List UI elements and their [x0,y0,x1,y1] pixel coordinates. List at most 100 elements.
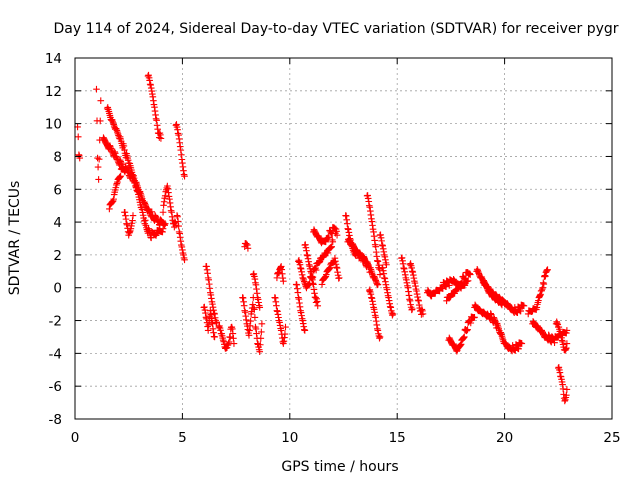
data-point [147,234,155,242]
data-point [181,172,188,180]
x-axis-label: GPS time / hours [281,459,398,475]
data-point [117,172,124,180]
data-point [76,154,84,162]
data-point [333,231,341,239]
data-points-layer [74,71,571,405]
data-point [211,333,218,341]
data-point [544,266,551,273]
data-point [230,340,238,347]
data-point [520,302,528,310]
data-point [251,306,258,313]
data-point [258,320,266,328]
data-point [335,274,343,282]
data-point [256,341,264,349]
data-point [462,275,469,283]
x-tick-label: 0 [71,430,80,446]
data-point [383,261,390,269]
data-point [94,154,101,162]
data-point [551,339,558,346]
data-point [389,310,397,318]
y-tick-label: -4 [49,346,62,362]
data-point [518,340,526,347]
data-point [314,302,322,310]
data-point [282,323,289,331]
data-point [280,277,287,285]
data-point [374,281,382,288]
y-tick-label: 0 [53,281,62,297]
x-tick-label: 10 [281,430,298,446]
y-tick-label: 6 [53,182,62,198]
data-point [96,117,104,125]
data-point [256,304,264,311]
data-point [129,212,137,219]
data-point [563,340,571,347]
data-point [118,166,126,173]
plot-frame [74,57,613,420]
y-axis-label: SDTVAR / TECUs [7,181,23,296]
y-tick-label: 10 [45,117,62,133]
data-point [563,391,570,399]
data-point [301,327,309,334]
y-tick-label: -2 [49,314,62,330]
data-point [467,319,475,327]
data-point [93,85,100,93]
data-point [376,271,384,278]
data-point [312,266,320,274]
data-point [442,283,450,291]
chart-title: Day 114 of 2024, Sidereal Day-to-day VTE… [53,21,618,37]
x-tick-label: 5 [178,430,187,446]
data-point [501,300,508,308]
data-point [464,269,472,277]
data-point [257,335,265,342]
data-point [445,282,453,289]
y-tick-label: 2 [53,248,62,264]
data-point [325,233,333,241]
data-point [95,176,102,183]
data-point [328,243,335,251]
data-point [461,333,468,341]
data-point [159,208,167,216]
data-point [329,238,337,246]
data-point [374,258,382,265]
y-tick-label: 8 [53,149,62,165]
y-tick-label: -6 [49,379,62,395]
data-point [256,348,264,356]
data-point [515,345,522,353]
data-point [159,225,167,232]
data-point [213,318,221,326]
data-point [471,313,478,321]
y-tick-label: 12 [45,84,62,100]
data-point [226,334,234,341]
grid-layer [75,58,612,419]
x-tick-label: 25 [603,430,620,446]
data-point [247,317,254,325]
data-point [281,330,289,338]
x-tick-label: 15 [389,430,406,446]
tick-layer: 0 5 10 15 20 25 -8 -6 -4 -2 0 2 4 6 8 10 12 14 [45,51,621,446]
data-point [249,301,257,308]
data-point [244,245,252,252]
data-point [97,97,105,104]
data-point [458,279,466,287]
data-point [95,155,103,163]
data-point [540,280,548,288]
data-point [563,386,571,393]
data-point [258,328,265,336]
data-point [161,220,169,228]
data-point [408,305,416,313]
data-point [464,326,471,333]
data-point [517,307,525,315]
data-point [376,333,384,341]
data-point [175,222,182,230]
data-point [94,163,102,171]
data-point [157,135,165,142]
data-point [251,314,259,321]
y-tick-label: 14 [45,51,62,67]
data-point [74,133,82,141]
data-point [181,256,188,264]
data-point [419,310,427,318]
x-tick-label: 20 [496,430,513,446]
y-tick-label: -8 [49,412,62,428]
